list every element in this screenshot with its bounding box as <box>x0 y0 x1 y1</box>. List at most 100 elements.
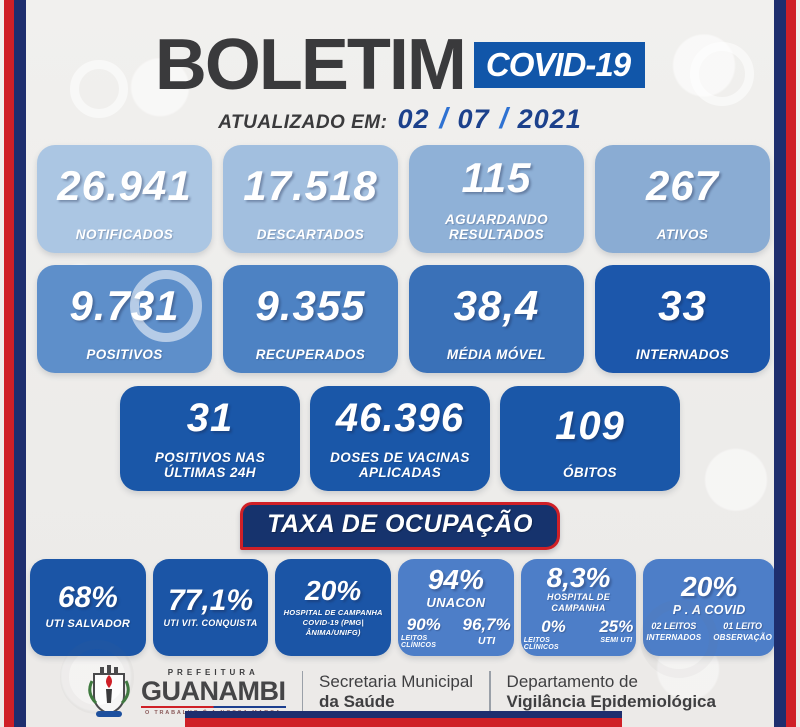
occ-card-unacon: 94% UNACON 90% LEITOS CLÍNICOS 96,7% UTI <box>398 559 514 656</box>
occupancy-value: 94% <box>427 564 484 596</box>
stat-label: MÉDIA MÓVEL <box>446 347 547 363</box>
occupancy-label: UNACON <box>426 595 486 611</box>
secretaria-block: Secretaria Municipal da Saúde <box>319 672 473 711</box>
stat-label: RECUPERADOS <box>255 347 366 363</box>
card-ativos: 267 ATIVOS <box>595 145 770 253</box>
card-internados: 33 INTERNADOS <box>595 265 770 373</box>
stat-value: 33 <box>658 282 707 330</box>
logo-underline <box>141 706 286 709</box>
stat-value: 267 <box>645 162 720 210</box>
occupancy-label: UTI VIT. CONQUISTA <box>163 617 258 628</box>
date-month: 07 <box>457 104 490 134</box>
sub-label: OBSERVAÇÃO <box>713 633 772 643</box>
sub-value: 96,7% <box>462 614 511 634</box>
updated-date-row: ATUALIZADO EM: 02 / 07 / 2021 <box>0 103 800 136</box>
stat-label: NOTIFICADOS <box>75 227 174 243</box>
date-separator: / <box>439 103 448 135</box>
occupancy-value: 20% <box>305 575 362 607</box>
stat-value: 46.396 <box>335 395 465 440</box>
stat-label: DESCARTADOS <box>256 227 365 243</box>
stat-label: POSITIVOS <box>86 347 163 363</box>
left-navy-stripe <box>14 0 26 727</box>
right-red-stripe <box>786 0 796 727</box>
stat-value: 31 <box>186 395 234 440</box>
stat-label: ATIVOS <box>656 227 709 243</box>
card-positivos-24h: 31 POSITIVOS NAS ÚLTIMAS 24H <box>120 386 300 491</box>
sub-label: INTERNADOS <box>646 633 702 643</box>
secretaria-line1: Secretaria Municipal <box>319 672 474 692</box>
sub-value: 01 LEITO <box>723 621 763 632</box>
card-recuperados: 9.355 RECUPERADOS <box>223 265 398 373</box>
stat-label: POSITIVOS NAS ÚLTIMAS 24H <box>154 449 266 481</box>
footer-divider <box>301 671 304 713</box>
card-obitos: 109 ÓBITOS <box>500 386 680 491</box>
occupancy-row: 68% UTI SALVADOR 77,1% UTI VIT. CONQUIST… <box>30 559 775 656</box>
card-notificados: 26.941 NOTIFICADOS <box>37 145 212 253</box>
occupancy-sub-values: 90% LEITOS CLÍNICOS 96,7% UTI <box>401 616 511 649</box>
stat-label: AGUARDANDO RESULTADOS <box>445 211 548 243</box>
stat-value: 38,4 <box>453 282 540 330</box>
updated-label: ATUALIZADO EM: <box>218 112 388 133</box>
occupancy-sub-values: 0% LEITOS CLÍNICOS 25% SEMI UTI <box>524 618 634 651</box>
card-aguardando-resultados: 115 AGUARDANDO RESULTADOS <box>409 145 584 253</box>
footer: PREFEITURA GUANAMBI O TRABALHO É A NOSSA… <box>0 665 800 719</box>
prefeitura-label: PREFEITURA <box>167 667 259 677</box>
sub-value: 0% <box>541 617 566 637</box>
sub-label: LEITOS CLÍNICOS <box>401 634 437 649</box>
occ-card-hospital-campanha-covid19: 20% HOSPITAL DE CAMPANHA COVID-19 (PMG|Â… <box>275 559 392 656</box>
bottom-ribbon <box>185 711 622 727</box>
date-day: 02 <box>397 104 430 134</box>
occupancy-label: UTI SALVADOR <box>45 618 131 631</box>
departamento-line1: Departamento de <box>506 672 638 692</box>
occupancy-value: 68% <box>57 581 118 615</box>
coat-of-arms-icon <box>88 665 130 717</box>
occupancy-value: 8,3% <box>546 561 611 593</box>
secretaria-line2: da Saúde <box>319 692 395 711</box>
left-red-stripe <box>4 0 14 727</box>
departamento-line2: Vigilância Epidemiológica <box>506 692 716 711</box>
stat-value: 17.518 <box>243 162 378 210</box>
right-navy-stripe <box>774 0 786 727</box>
date-separator: / <box>499 103 508 135</box>
sub-value: 90% <box>406 614 441 634</box>
city-name: GUANAMBI <box>141 675 286 706</box>
stats-row-3: 31 POSITIVOS NAS ÚLTIMAS 24H 46.396 DOSE… <box>120 386 680 491</box>
sub-value: 02 LEITOS <box>651 621 697 632</box>
date-year: 2021 <box>517 104 582 134</box>
occ-card-hospital-campanha: 8,3% HOSPITAL DE CAMPANHA 0% LEITOS CLÍN… <box>520 559 637 656</box>
occupancy-label: HOSPITAL DE CAMPANHA <box>547 591 611 613</box>
page-title: BOLETIM <box>154 25 467 105</box>
occupancy-banner: TAXA DE OCUPAÇÃO <box>240 502 560 550</box>
footer-divider <box>489 671 491 713</box>
occupancy-sub-values: 02 LEITOS INTERNADOS 01 LEITO OBSERVAÇÃO <box>646 621 772 643</box>
departamento-block: Departamento de Vigilância Epidemiológic… <box>507 672 716 711</box>
stat-value: 109 <box>555 403 625 448</box>
occ-card-uti-vit-conquista: 77,1% UTI VIT. CONQUISTA <box>152 559 269 656</box>
card-media-movel: 38,4 MÉDIA MÓVEL <box>409 265 584 373</box>
sub-value: 25% <box>599 617 634 637</box>
sub-label: SEMI UTI <box>600 637 633 645</box>
card-doses-vacinas: 46.396 DOSES DE VACINAS APLICADAS <box>310 386 490 491</box>
sub-label: LEITOS CLÍNICOS <box>523 637 559 652</box>
occ-card-pa-covid: 20% P . A COVID 02 LEITOS INTERNADOS 01 … <box>643 559 775 656</box>
sub-label: UTI <box>477 634 496 647</box>
stat-value: 9.731 <box>69 282 180 330</box>
occupancy-label: P . A COVID <box>672 602 746 617</box>
occupancy-value: 77,1% <box>167 583 254 617</box>
occupancy-value: 20% <box>681 570 738 602</box>
stat-label: ÓBITOS <box>563 465 617 481</box>
card-descartados: 17.518 DESCARTADOS <box>223 145 398 253</box>
stat-label: INTERNADOS <box>635 347 730 363</box>
covid19-badge: COVID-19 <box>473 42 646 88</box>
stats-row-1: 26.941 NOTIFICADOS 17.518 DESCARTADOS 11… <box>37 145 770 253</box>
header: BOLETIM COVID-19 ATUALIZADO EM: 02 / 07 … <box>0 0 800 136</box>
stat-label: DOSES DE VACINAS APLICADAS <box>330 449 470 481</box>
card-positivos: 9.731 POSITIVOS <box>37 265 212 373</box>
occ-card-uti-salvador: 68% UTI SALVADOR <box>30 559 146 656</box>
stat-value: 115 <box>461 154 532 202</box>
stat-value: 9.355 <box>255 282 366 330</box>
stats-row-2: 9.731 POSITIVOS 9.355 RECUPERADOS 38,4 M… <box>37 265 770 373</box>
occupancy-label: HOSPITAL DE CAMPANHA COVID-19 (PMG|ÂNIMA… <box>283 608 383 637</box>
stat-value: 26.941 <box>57 162 192 210</box>
